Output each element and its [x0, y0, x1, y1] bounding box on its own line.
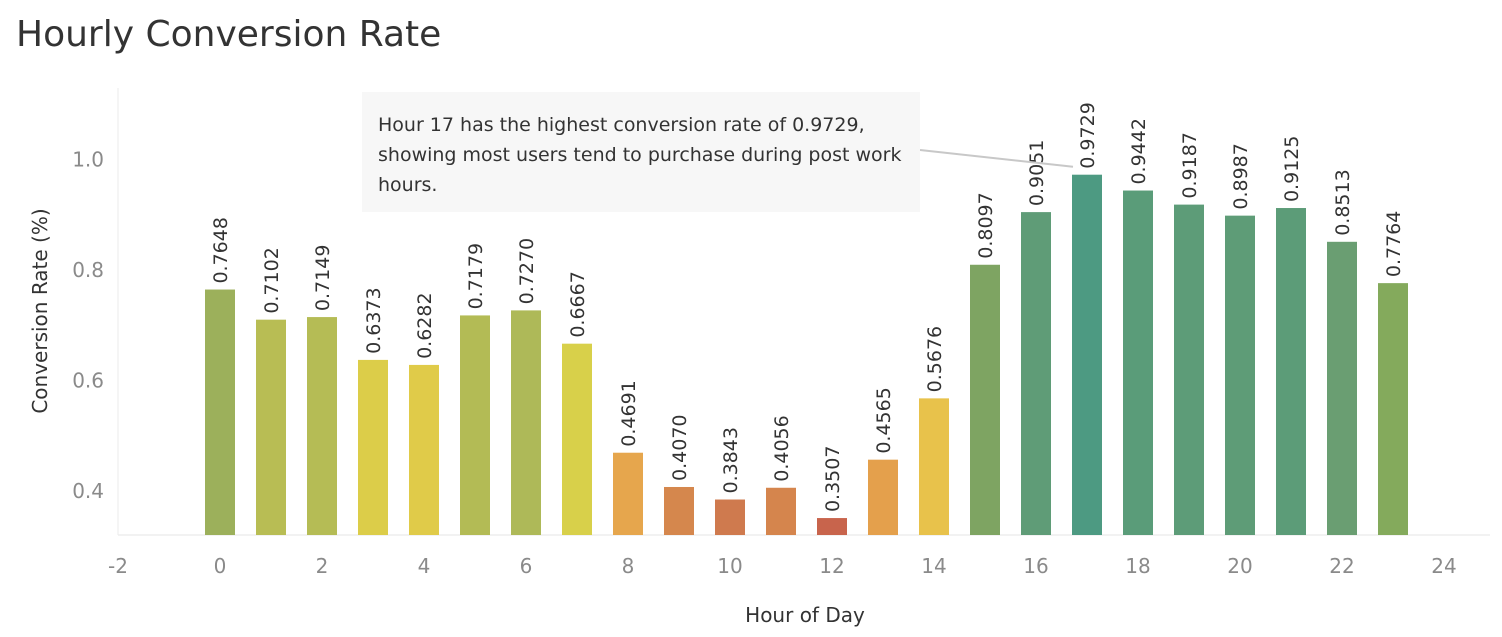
data-label-hour-12: 0.3507 — [822, 446, 844, 512]
x-tick-label: 10 — [717, 554, 742, 578]
bar-hour-19 — [1174, 204, 1204, 535]
x-tick-label: 4 — [418, 554, 431, 578]
bar-hour-17 — [1072, 174, 1102, 535]
data-label-hour-7: 0.6667 — [567, 271, 589, 337]
x-axis-title: Hour of Day — [745, 603, 865, 627]
bar-hour-18 — [1123, 190, 1153, 536]
y-tick-label: 0.6 — [72, 368, 104, 392]
y-tick-label: 0.8 — [72, 258, 104, 282]
x-tick-label: 8 — [622, 554, 635, 578]
x-tick-label: 24 — [1431, 554, 1456, 578]
y-tick-label: 1.0 — [72, 148, 104, 172]
bar-hour-4 — [409, 364, 439, 535]
bar-hour-12 — [817, 518, 847, 535]
data-label-hour-9: 0.4070 — [669, 415, 691, 481]
bar-hour-5 — [460, 315, 490, 535]
x-tick-label: 22 — [1329, 554, 1354, 578]
data-label-hour-5: 0.7179 — [465, 243, 487, 309]
x-tick-label: 6 — [520, 554, 533, 578]
data-label-hour-1: 0.7102 — [261, 247, 283, 313]
data-label-hour-13: 0.4565 — [873, 387, 895, 453]
data-labels-group: 0.7648 0.7102 0.7149 0.6373 0.6282 0.7179 0.72… — [210, 102, 1405, 512]
data-label-hour-23: 0.7764 — [1383, 211, 1405, 277]
annotation-callout: Hour 17 has the highest conversion rate … — [362, 92, 920, 212]
data-label-hour-0: 0.7648 — [210, 217, 232, 283]
bar-hour-20 — [1225, 215, 1255, 536]
data-label-hour-22: 0.8513 — [1332, 169, 1354, 235]
chart-title: Hourly Conversion Rate — [16, 14, 442, 55]
bar-hour-6 — [511, 310, 541, 535]
data-label-hour-18: 0.9442 — [1128, 118, 1150, 184]
bar-hour-3 — [358, 359, 388, 535]
data-label-hour-15: 0.8097 — [975, 192, 997, 258]
x-tick-label: 18 — [1125, 554, 1150, 578]
data-label-hour-14: 0.5676 — [924, 326, 946, 392]
bar-hour-22 — [1327, 241, 1357, 535]
bar-hour-21 — [1276, 208, 1306, 535]
bar-hour-9 — [664, 486, 694, 535]
bar-hour-14 — [919, 398, 949, 535]
y-axis-ticks: 0.4 0.6 0.8 1.0 — [72, 148, 104, 503]
bar-hour-1 — [256, 319, 286, 535]
x-tick-label: 12 — [819, 554, 844, 578]
x-tick-label: 16 — [1023, 554, 1048, 578]
data-label-hour-10: 0.3843 — [720, 427, 742, 493]
data-label-hour-11: 0.4056 — [771, 415, 793, 481]
bar-hour-15 — [970, 264, 1000, 535]
bar-hour-0 — [205, 289, 235, 535]
data-label-hour-3: 0.6373 — [363, 287, 385, 353]
x-tick-label: 20 — [1227, 554, 1252, 578]
data-label-hour-8: 0.4691 — [618, 380, 640, 446]
data-label-hour-17: 0.9729 — [1077, 102, 1099, 168]
x-tick-label: 0 — [214, 554, 227, 578]
bar-hour-10 — [715, 499, 745, 535]
y-tick-label: 0.4 — [72, 479, 104, 503]
bar-hour-8 — [613, 452, 643, 535]
bar-hour-23 — [1378, 283, 1408, 535]
bar-hour-16 — [1021, 212, 1051, 535]
data-label-hour-6: 0.7270 — [516, 238, 538, 304]
bar-hour-13 — [868, 459, 898, 535]
x-tick-label: 14 — [921, 554, 946, 578]
data-label-hour-4: 0.6282 — [414, 292, 436, 358]
bars-group — [205, 174, 1408, 536]
data-label-hour-21: 0.9125 — [1281, 136, 1303, 202]
annotation-leader-line — [919, 149, 1074, 168]
data-label-hour-16: 0.9051 — [1026, 140, 1048, 206]
y-axis-title: Conversion Rate (%) — [28, 208, 52, 413]
x-tick-label: 2 — [316, 554, 329, 578]
x-tick-label: -2 — [108, 554, 128, 578]
bar-hour-7 — [562, 343, 592, 535]
data-label-hour-19: 0.9187 — [1179, 132, 1201, 198]
x-axis-ticks: -2 0 2 4 6 8 10 12 14 16 18 20 22 24 — [108, 554, 1457, 578]
data-label-hour-2: 0.7149 — [312, 245, 334, 311]
bar-hour-2 — [307, 317, 337, 535]
bar-hour-11 — [766, 487, 796, 535]
data-label-hour-20: 0.8987 — [1230, 143, 1252, 209]
